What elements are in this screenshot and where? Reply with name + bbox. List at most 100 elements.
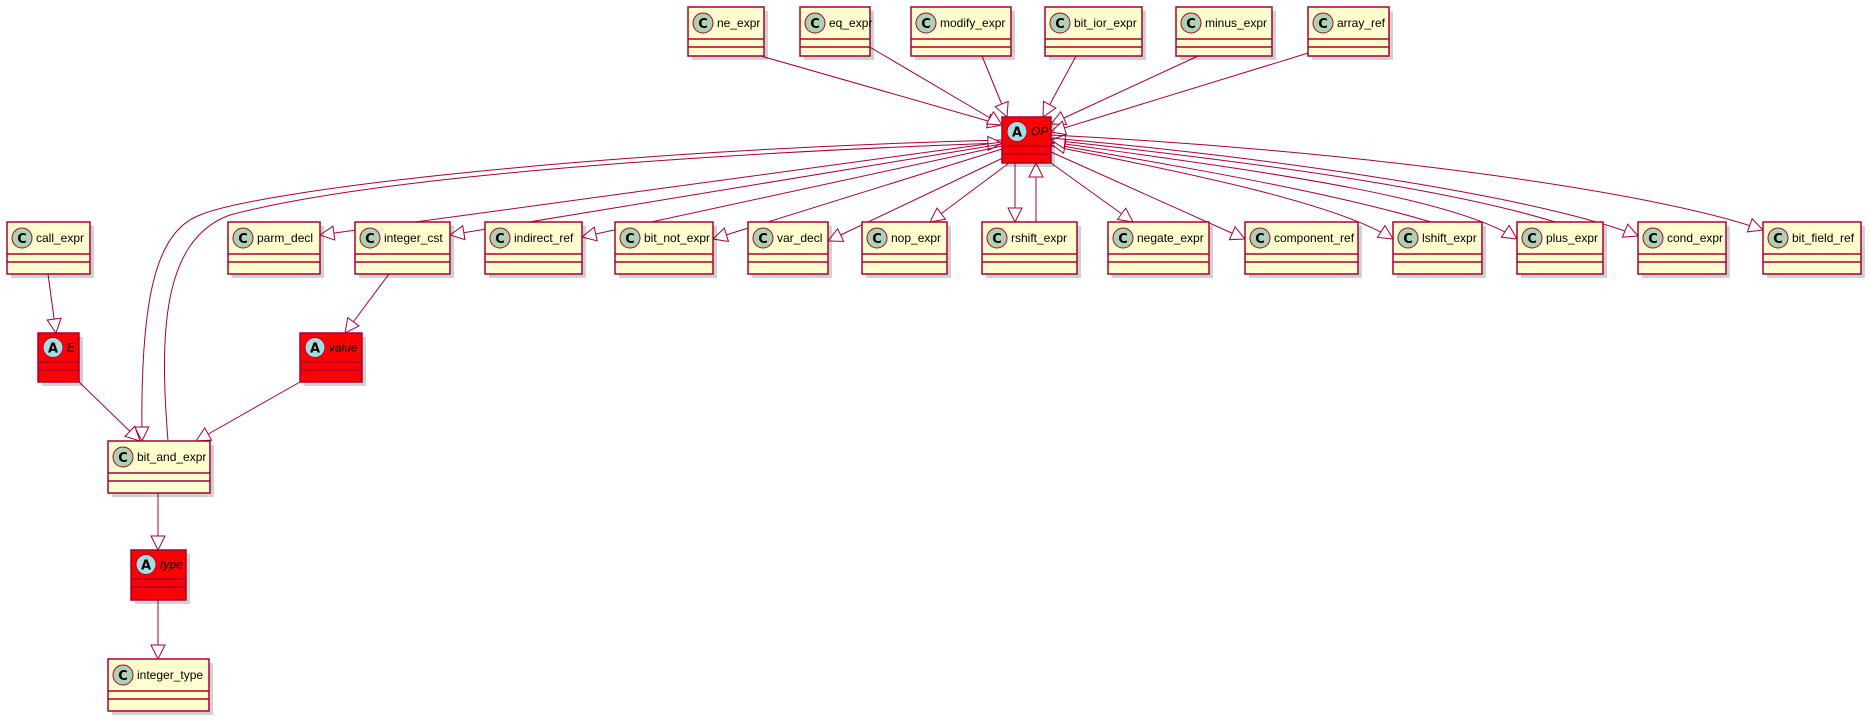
badge-letter: A bbox=[141, 559, 151, 574]
generalization-edge bbox=[1049, 45, 1332, 136]
inheritance-arrowhead bbox=[580, 226, 598, 242]
node-label: OP bbox=[1031, 125, 1048, 139]
badge-letter: C bbox=[1118, 232, 1128, 247]
class-badge-icon bbox=[112, 446, 134, 468]
inheritance-arrowhead bbox=[448, 224, 466, 241]
generalization-edge bbox=[1050, 151, 1247, 241]
generalization-edge bbox=[1049, 55, 1199, 125]
inheritance-arrowhead bbox=[124, 425, 141, 442]
badge-letter: A bbox=[310, 342, 320, 357]
inheritance-arrowhead bbox=[1228, 225, 1247, 241]
badge-letter: C bbox=[625, 232, 635, 247]
inheritance-arrowhead bbox=[929, 207, 947, 223]
inheritance-arrowhead bbox=[133, 426, 150, 443]
class-badge-icon bbox=[1112, 227, 1134, 249]
abstract-badge-icon bbox=[42, 337, 64, 358]
edge-line bbox=[929, 162, 1010, 223]
badge-letter: C bbox=[1186, 17, 1196, 32]
edge-line bbox=[867, 45, 1003, 126]
class-badge-icon bbox=[1642, 227, 1664, 249]
class-badge-icon bbox=[1767, 227, 1789, 249]
class-badge-icon bbox=[692, 12, 714, 34]
edge-line bbox=[319, 141, 1003, 236]
generalization-edge bbox=[1050, 134, 1765, 233]
inheritance-arrowhead bbox=[195, 427, 213, 442]
edge-line bbox=[1050, 162, 1134, 223]
node-label: bit_ior_expr bbox=[1074, 16, 1137, 30]
abstract-badge-icon bbox=[1006, 121, 1028, 142]
badge-letter: C bbox=[758, 232, 768, 247]
inheritance-arrowhead bbox=[318, 225, 336, 241]
edge-line bbox=[827, 156, 1006, 242]
generalization-edge bbox=[344, 273, 390, 334]
badge-letter: C bbox=[992, 232, 1002, 247]
generalization-edge bbox=[46, 273, 62, 335]
badge-letter: C bbox=[238, 232, 248, 247]
inheritance-arrowhead bbox=[344, 316, 360, 334]
edge-line bbox=[141, 139, 1003, 442]
generalization-edge bbox=[163, 135, 1004, 442]
inheritance-arrowhead bbox=[1376, 224, 1394, 240]
abstract-class-node[interactable]: A OP bbox=[1001, 116, 1055, 167]
generalization-edge bbox=[448, 143, 1003, 241]
badge-letter: C bbox=[118, 669, 128, 684]
edge-line bbox=[1050, 45, 1332, 133]
badge-letter: C bbox=[118, 451, 128, 466]
class-badge-icon bbox=[11, 227, 33, 249]
node-label: value bbox=[329, 341, 358, 355]
edge-line bbox=[1050, 134, 1764, 231]
node-label: var_decl bbox=[777, 231, 822, 245]
generalization-edge bbox=[826, 156, 1006, 242]
node-label: integer_type bbox=[137, 668, 203, 682]
edge-line bbox=[195, 381, 301, 442]
generalization-edge bbox=[150, 600, 166, 661]
badge-letter: C bbox=[1403, 232, 1413, 247]
generalization-edge bbox=[929, 162, 1010, 223]
node-label: array_ref bbox=[1337, 16, 1386, 30]
node-label: eq_expr bbox=[829, 16, 872, 30]
inheritance-arrowhead bbox=[826, 227, 845, 242]
badge-letter: C bbox=[495, 232, 505, 247]
class-badge-icon bbox=[1180, 12, 1202, 34]
class-badge-icon bbox=[1312, 12, 1334, 34]
badge-letter: C bbox=[1055, 17, 1065, 32]
inheritance-arrowhead bbox=[150, 644, 166, 661]
inheritance-arrowhead bbox=[46, 317, 62, 335]
node-label: call_expr bbox=[36, 231, 84, 245]
abstract-badge-icon bbox=[304, 337, 326, 358]
class-badge-icon bbox=[915, 12, 937, 34]
generalization-edge bbox=[1042, 55, 1077, 118]
class-badge-icon bbox=[489, 227, 511, 249]
node-label: parm_decl bbox=[257, 231, 313, 245]
class-badge-icon bbox=[359, 227, 381, 249]
generalization-edge bbox=[1007, 163, 1023, 224]
class-badge-icon bbox=[1397, 227, 1419, 249]
class-badge-icon bbox=[866, 227, 888, 249]
